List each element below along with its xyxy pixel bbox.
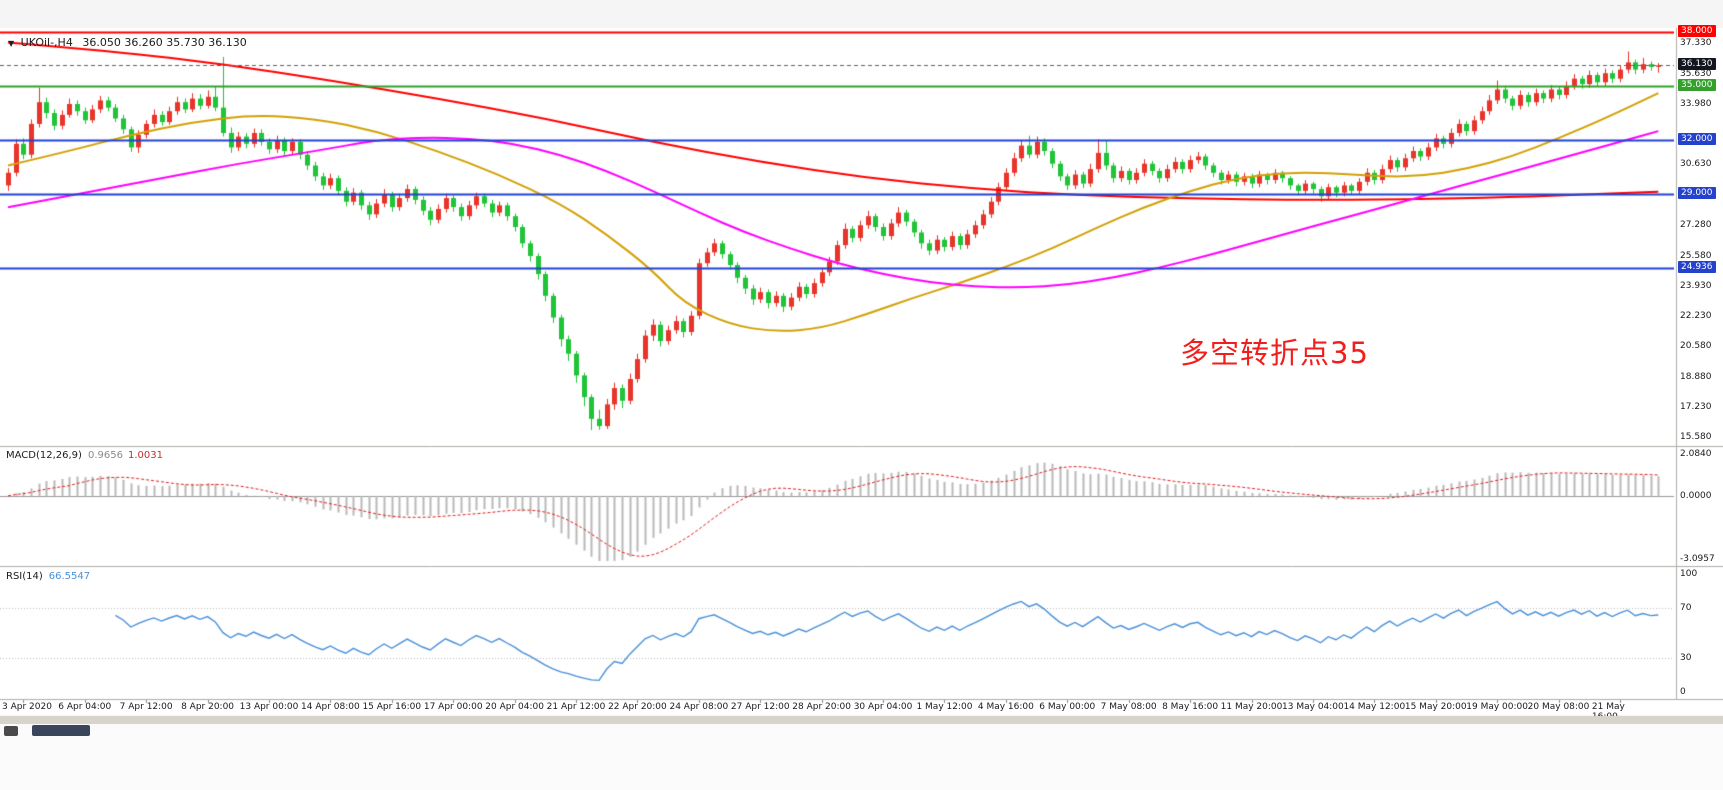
time-axis-label: 3 Apr 2020 <box>2 702 52 712</box>
level-price-label: 24.936 <box>1678 261 1716 273</box>
time-axis[interactable]: 3 Apr 2020 6 Apr 04:00 7 Apr 12:00 8 Apr 20… <box>0 700 1676 722</box>
symbol-dropdown-icon[interactable]: ▼ <box>8 39 15 48</box>
time-axis-label: 27 Apr 12:00 <box>730 702 790 712</box>
price-scale[interactable]: 37.330 35.630 33.980 30.630 27.280 25.580 23.9… <box>1678 0 1723 716</box>
chart-title: ▼ UKOil-,H4 36.050 36.260 35.730 36.130 <box>8 36 247 49</box>
time-axis-label: 22 Apr 20:00 <box>608 702 667 712</box>
price-tick-label: 15.580 <box>1680 431 1712 442</box>
time-axis-label: 13 Apr 00:00 <box>239 702 299 712</box>
price-tick-label: 25.580 <box>1680 250 1712 261</box>
time-axis-label: 1 May 12:00 <box>916 702 973 712</box>
time-axis-label: 20 Apr 04:00 <box>485 702 544 712</box>
rsi-value: 66.5547 <box>48 571 91 582</box>
time-axis-label: 13 May 04:00 <box>1282 702 1344 712</box>
price-tick-label: 20.580 <box>1680 341 1712 352</box>
time-axis-label: 14 May 12:00 <box>1343 702 1406 712</box>
rsi-scale-label: 100 <box>1680 569 1698 579</box>
time-axis-label: 7 Apr 12:00 <box>119 702 173 712</box>
price-tick-label: 30.630 <box>1680 159 1712 170</box>
bid-price-label: 36.130 <box>1678 58 1716 71</box>
price-tick-label: 35.630 <box>1680 69 1712 79</box>
time-axis-label: 15 May 20:00 <box>1404 702 1467 712</box>
rsi-indicator-label: RSI(14) 66.5547 <box>6 571 90 582</box>
time-axis-label: 11 May 20:00 <box>1220 702 1283 712</box>
time-axis-label: 30 Apr 04:00 <box>853 702 913 712</box>
macd-scale-label: 0.0000 <box>1680 490 1712 501</box>
chart-text-annotation: 多空转折点35 <box>1180 336 1369 370</box>
bottom-area <box>0 724 1723 790</box>
price-tick-label: 37.330 <box>1680 38 1712 49</box>
time-axis-label: 8 Apr 20:00 <box>181 702 235 712</box>
time-axis-label: 4 May 16:00 <box>977 702 1034 712</box>
chart-symbol-label: UKOil-,H4 <box>20 36 73 49</box>
time-axis-label: 21 Apr 12:00 <box>546 702 606 712</box>
price-tick-label: 33.980 <box>1680 98 1712 109</box>
time-axis-label: 14 Apr 08:00 <box>301 702 360 712</box>
level-price-label: 32.000 <box>1678 133 1716 146</box>
time-axis-label: 8 May 16:00 <box>1162 702 1219 712</box>
level-price-label: 29.000 <box>1678 187 1716 200</box>
price-tick-label: 27.280 <box>1680 220 1712 231</box>
level-price-label: 35.000 <box>1678 78 1716 91</box>
taskbar-fragment <box>32 725 90 736</box>
macd-scale-label: -3.0957 <box>1680 554 1715 564</box>
macd-name: MACD(12,26,9) <box>6 450 82 461</box>
rsi-name: RSI(14) <box>6 571 43 582</box>
bottom-strip <box>0 716 1723 724</box>
time-axis-label: 15 Apr 16:00 <box>362 702 422 712</box>
time-axis-label: 17 Apr 00:00 <box>423 702 483 712</box>
rsi-scale-label: 0 <box>1680 687 1686 697</box>
price-tick-label: 23.930 <box>1680 280 1712 291</box>
rsi-scale-label: 70 <box>1680 603 1692 614</box>
macd-scale-label: 2.0840 <box>1680 449 1712 459</box>
price-tick-label: 22.230 <box>1680 311 1712 322</box>
price-tick-label: 17.230 <box>1680 401 1712 412</box>
time-axis-label: 6 Apr 04:00 <box>58 702 112 712</box>
macd-indicator-label: MACD(12,26,9) 0.9656 1.0031 <box>6 450 163 461</box>
level-price-label: 38.000 <box>1678 24 1716 37</box>
macd-main-value: 0.9656 <box>87 450 123 461</box>
taskbar-fragment <box>4 726 18 736</box>
rsi-scale-label: 30 <box>1680 652 1692 663</box>
time-axis-label: 28 Apr 20:00 <box>792 702 851 712</box>
chart-ohlc-values: 36.050 36.260 35.730 36.130 <box>82 36 247 49</box>
time-axis-label: 6 May 00:00 <box>1039 702 1096 712</box>
macd-signal-value: 1.0031 <box>127 450 163 461</box>
price-tick-label: 18.880 <box>1680 372 1712 383</box>
time-axis-label: 7 May 08:00 <box>1100 702 1157 712</box>
time-axis-label: 24 Apr 08:00 <box>669 702 729 712</box>
time-axis-label: 19 May 00:00 <box>1466 702 1528 712</box>
time-axis-label: 20 May 08:00 <box>1527 702 1590 712</box>
